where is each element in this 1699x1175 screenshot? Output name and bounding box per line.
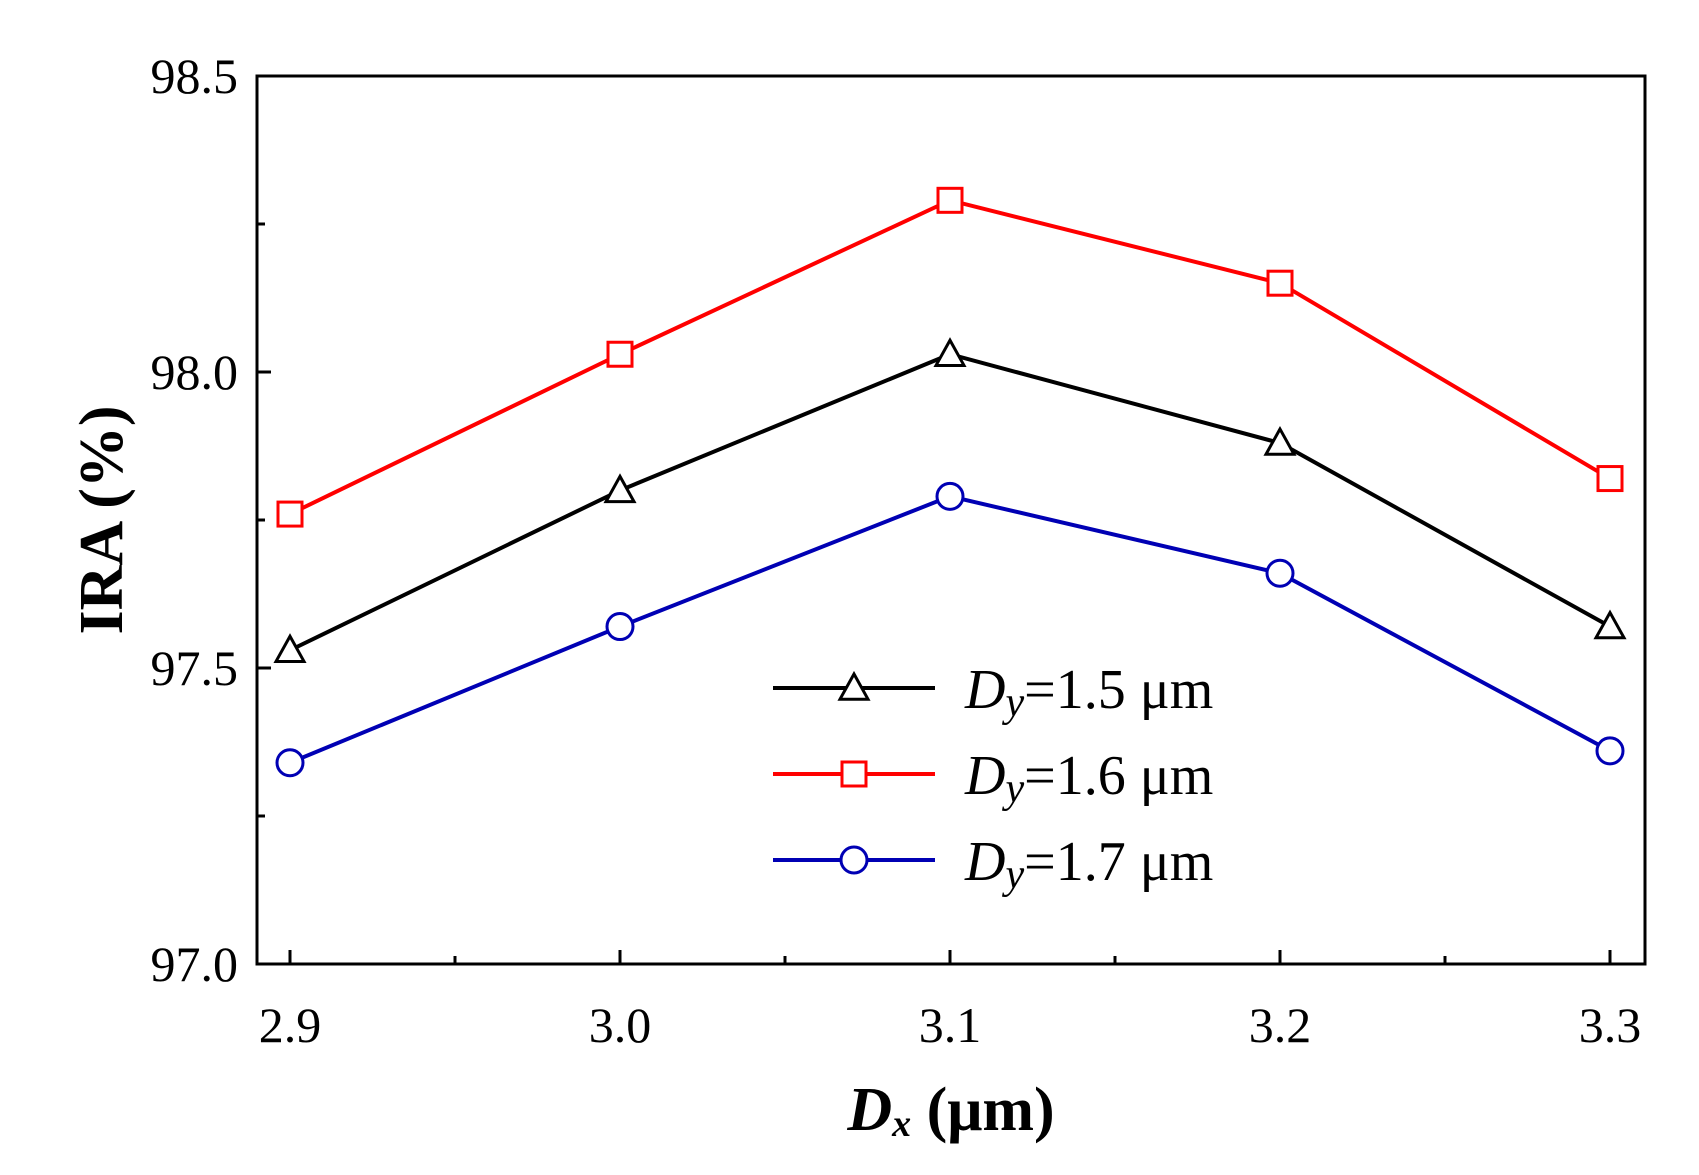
legend-label-main: D [964,745,1005,807]
legend-item: Dy=1.6 μm [773,745,1213,812]
y-tick-label: 97.5 [151,640,239,696]
legend-label-main: D [964,831,1005,893]
legend-label: Dy=1.5 μm [964,659,1213,726]
data-point [603,473,637,504]
y-tick-label: 98.5 [151,48,239,104]
x-axis-title-unit: (μm) [911,1076,1055,1144]
legend-item: Dy=1.5 μm [773,659,1213,726]
x-tick-label: 3.0 [589,997,652,1053]
legend-label: Dy=1.7 μm [964,831,1213,898]
data-point [1596,465,1624,493]
data-point [933,337,967,367]
legend-label-sub: y [1001,852,1024,898]
data-point [275,748,305,778]
legend-label-sub: y [1001,766,1024,812]
data-point [273,633,307,663]
data-point [605,612,635,642]
x-axis-title: Dx (μm) [846,1076,1054,1145]
data-point [935,481,965,511]
data-point [936,186,964,214]
series-triangle [273,337,1627,663]
legend-item: Dy=1.7 μm [773,831,1213,898]
axis-ticks: 2.9 3.0 3.1 3.2 3.3 97.0 97.5 98.0 98.5 [151,48,1642,1053]
legend-marker [840,760,868,788]
x-tick-label: 3.2 [1249,997,1312,1053]
series-square [276,186,1624,528]
legend-label-sub: y [1001,680,1024,726]
y-tick-label: 97.0 [151,936,239,992]
legend-marker [839,845,869,875]
data-point [1265,558,1295,588]
y-axis-title: IRA (%) [68,405,136,634]
legend-marker [837,670,871,701]
data-point [1266,269,1294,297]
series-circle [275,481,1625,778]
data-point [1595,736,1625,766]
legend-label: Dy=1.6 μm [964,745,1213,812]
legend-label-main: D [964,659,1005,721]
data-point [276,500,304,528]
x-axis-title-sub: x [891,1103,911,1145]
x-tick-label: 3.1 [919,997,982,1053]
legend-label-rest: =1.7 μm [1024,831,1213,893]
series-line [289,494,1611,765]
x-tick-label: 2.9 [259,997,322,1053]
y-tick-label: 98.0 [151,344,239,400]
data-point [1263,425,1297,456]
data-point [1593,609,1627,640]
series-group [273,186,1627,778]
data-point [606,340,634,368]
legend-label-rest: =1.5 μm [1024,659,1213,721]
legend-label-rest: =1.6 μm [1024,745,1213,807]
x-tick-label: 3.3 [1579,997,1642,1053]
x-axis-title-main: D [846,1076,892,1144]
